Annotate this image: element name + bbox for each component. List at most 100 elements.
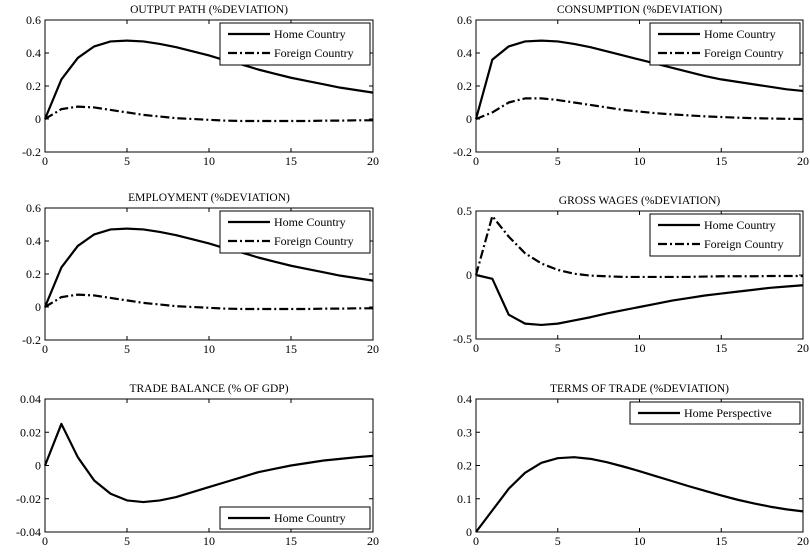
x-tick-label: 5 <box>555 341 561 355</box>
x-tick-label: 0 <box>473 341 479 355</box>
x-tick-label: 20 <box>367 534 379 548</box>
x-tick-label: 5 <box>555 154 561 168</box>
chart-panel-3: EMPLOYMENT (%DEVIATION)0 5 10 15 20-0.200.20… <box>22 192 379 356</box>
legend-label: Foreign Country <box>704 237 784 251</box>
y-tick-label: 0.6 <box>457 13 472 27</box>
x-tick-label: 15 <box>285 342 297 356</box>
chart-panel-2: CONSUMPTION (%DEVIATION)0 5 10 15 20-0.200.2… <box>453 4 809 168</box>
x-tick-label: 20 <box>367 342 379 356</box>
series-line-foreign-country <box>44 293 373 311</box>
legend-box <box>219 22 371 66</box>
y-tick-label: 0.4 <box>26 234 41 248</box>
chart-title: CONSUMPTION (%DEVIATION) <box>557 4 722 16</box>
series-line-home-country <box>475 273 804 327</box>
legend-label: Home Country <box>274 511 346 525</box>
legend: Home Country Foreign Country <box>649 213 801 257</box>
y-tick-label: 0 <box>35 112 41 126</box>
legend-label: Home Country <box>704 27 776 41</box>
legend-label: Home Perspective <box>684 406 772 420</box>
x-tick-label: 5 <box>124 154 130 168</box>
x-tick-label: 15 <box>715 534 727 548</box>
x-tick-label: 5 <box>124 342 130 356</box>
legend: Home Perspective <box>629 401 801 425</box>
x-tick-label: 10 <box>203 342 215 356</box>
x-tick-label: 10 <box>634 534 646 548</box>
y-tick-label: -0.04 <box>16 525 41 539</box>
series-line-home-perspective <box>475 456 804 533</box>
y-tick-label: 0.2 <box>457 79 472 93</box>
legend: Home Country Foreign Country <box>649 22 801 66</box>
y-tick-label: 0.4 <box>457 392 472 406</box>
x-tick-label: 10 <box>634 154 646 168</box>
legend-box <box>629 401 801 425</box>
legend-label: Home Country <box>704 218 776 232</box>
y-tick-label: 0 <box>466 268 472 282</box>
y-tick-label: -0.2 <box>453 145 472 159</box>
plot-frame <box>44 19 374 153</box>
y-tick-label: 0.2 <box>26 79 41 93</box>
y-tick-label: 0.5 <box>457 204 472 218</box>
legend-box <box>219 506 371 530</box>
y-tick-label: 0.2 <box>457 459 472 473</box>
x-tick-label: 0 <box>42 534 48 548</box>
chart-panel-1: OUTPUT PATH (%DEVIATION)0 5 10 15 20-0.200.2… <box>22 4 379 168</box>
y-tick-label: 0.2 <box>26 267 41 281</box>
legend-label: Foreign Country <box>274 46 354 60</box>
y-tick-label: -0.02 <box>16 492 41 506</box>
series-line-foreign-country <box>474 215 803 279</box>
chart-panel-6: TERMS OF TRADE (%DEVIATION) 0 5 10 15 20 0 0.1 0… <box>457 383 809 548</box>
x-tick-label: 0 <box>473 154 479 168</box>
legend-box <box>649 213 801 257</box>
x-tick-label: 5 <box>555 534 561 548</box>
plot-frame <box>475 19 804 153</box>
y-tick-label: 0 <box>466 112 472 126</box>
y-tick-label: 0 <box>35 459 41 473</box>
legend-label: Foreign Country <box>274 234 354 248</box>
legend-label: Home Country <box>274 215 346 229</box>
x-tick-label: 5 <box>124 534 130 548</box>
y-tick-label: 0.6 <box>26 201 41 215</box>
x-tick-label: 20 <box>797 534 809 548</box>
legend-box <box>219 210 371 254</box>
series-line-foreign-country <box>475 97 804 121</box>
series-line-home-country <box>474 39 804 120</box>
x-tick-label: 10 <box>634 341 646 355</box>
chart-panel-4: GROSS WAGES (%DEVIATION)0 5 10 15 20-0.500.5… <box>453 195 809 355</box>
x-tick-label: 15 <box>285 154 297 168</box>
legend-box <box>649 22 801 66</box>
x-tick-label: 0 <box>473 534 479 548</box>
x-tick-label: 10 <box>203 534 215 548</box>
legend: Home Country Foreign Country <box>219 210 371 254</box>
y-tick-label: 0.4 <box>26 46 41 60</box>
y-tick-label: 0.1 <box>457 492 472 506</box>
chart-title: GROSS WAGES (%DEVIATION) <box>559 195 721 207</box>
x-tick-label: 10 <box>203 154 215 168</box>
y-tick-label: -0.5 <box>453 332 472 346</box>
y-tick-label: 0 <box>35 300 41 314</box>
plot-frame <box>475 210 804 340</box>
plot-frame <box>475 398 804 533</box>
y-tick-label: 0.4 <box>457 46 472 60</box>
plot-frame <box>44 207 374 341</box>
series-line-foreign-country <box>44 105 373 123</box>
y-tick-label: 0 <box>466 525 472 539</box>
x-tick-label: 20 <box>797 341 809 355</box>
chart-title: OUTPUT PATH (%DEVIATION) <box>130 4 288 16</box>
series-line-home-country <box>43 39 374 120</box>
y-tick-label: 0.02 <box>20 425 41 439</box>
x-tick-label: 15 <box>715 154 727 168</box>
series-line-home-country <box>43 227 374 308</box>
legend-label: Home Country <box>274 27 346 41</box>
y-tick-label: 0.6 <box>26 13 41 27</box>
x-tick-label: 0 <box>42 154 48 168</box>
chart-panel-5: TRADE BALANCE (% OF GDP) 0 5 10 15 20 -0.04 -0.… <box>16 383 379 548</box>
x-tick-label: 15 <box>285 534 297 548</box>
legend-label: Foreign Country <box>704 46 784 60</box>
y-tick-label: -0.2 <box>22 333 41 347</box>
y-tick-label: -0.2 <box>22 145 41 159</box>
chart-title: TERMS OF TRADE (%DEVIATION) <box>550 383 729 395</box>
y-tick-label: 0.04 <box>20 392 41 406</box>
x-tick-label: 20 <box>797 154 809 168</box>
series-line-home-country <box>43 422 374 504</box>
